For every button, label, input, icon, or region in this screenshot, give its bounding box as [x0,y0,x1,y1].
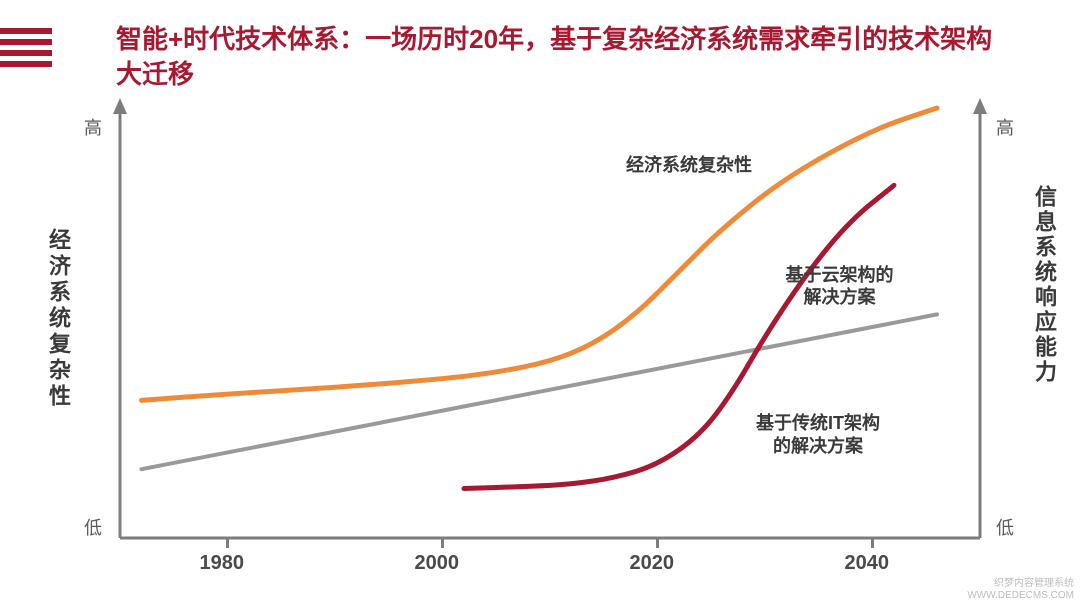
slide: { "brand": { "bar_color": "#a71930", "ba… [0,0,1080,608]
y-right-high: 高 [996,114,1014,140]
watermark-line1: 织梦内容管理系统 [967,578,1074,590]
y-right-low: 低 [996,514,1014,540]
y-left-title: 经济系统复杂性 [42,228,74,410]
watermark-line2: WWW.DEDECMS.COM [967,590,1074,602]
series-label-complexity: 经济系统复杂性 [599,154,779,177]
y-left-high: 高 [84,114,102,140]
y-left-low: 低 [84,514,102,540]
x-tick-label: 2000 [415,552,460,575]
series-label-cloud: 基于云架构的解决方案 [750,264,930,309]
series-label-traditional: 基于传统IT架构的解决方案 [728,412,908,457]
watermark: 织梦内容管理系统 WWW.DEDECMS.COM [967,578,1074,602]
x-tick-label: 2020 [630,552,675,575]
x-tick-label: 2040 [845,552,890,575]
x-tick-label: 1980 [200,552,245,575]
y-right-title: 信息系统响应能力 [1028,185,1060,385]
